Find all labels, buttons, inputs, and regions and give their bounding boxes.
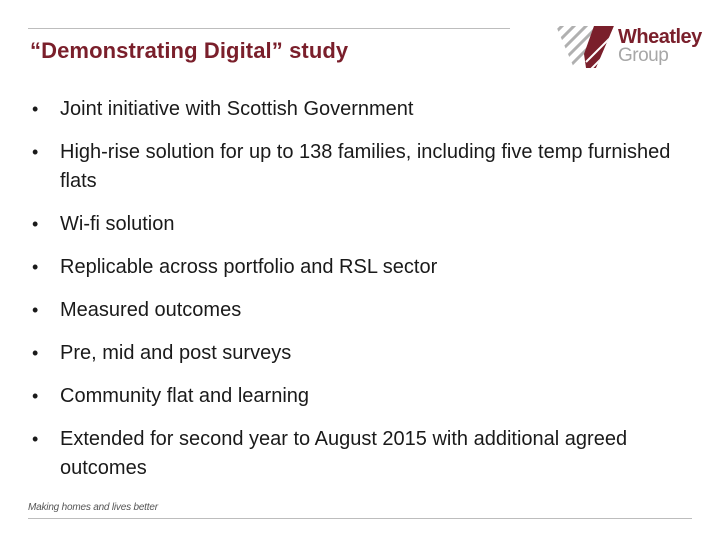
- bullet-dot: •: [32, 343, 39, 363]
- bullet-item: • Measured outcomes: [32, 296, 672, 325]
- bullet-item: • Community flat and learning: [32, 382, 672, 411]
- bullet-item: • High-rise solution for up to 138 famil…: [32, 138, 672, 196]
- top-divider: [28, 28, 510, 29]
- bullet-dot: •: [32, 99, 39, 119]
- bullet-text: Wi-fi solution: [60, 213, 175, 235]
- bottom-divider: [28, 518, 692, 519]
- bullet-dot: •: [32, 300, 39, 320]
- bullet-text: Pre, mid and post surveys: [60, 342, 292, 364]
- bullet-dot: •: [32, 386, 39, 406]
- bullet-item: • Joint initiative with Scottish Governm…: [32, 95, 672, 124]
- bullet-dot: •: [32, 429, 39, 449]
- slide-title: “Demonstrating Digital” study: [30, 38, 349, 63]
- wheatley-group-logo: Wheatley Group: [556, 24, 702, 70]
- footer-tagline: Making homes and lives better: [28, 502, 158, 513]
- bullet-text: Community flat and learning: [60, 385, 310, 407]
- bullet-item: • Extended for second year to August 201…: [32, 425, 672, 483]
- bullet-dot: •: [32, 257, 39, 277]
- striped-chevron-logo-icon: [556, 26, 614, 68]
- bullet-item: • Wi-fi solution: [32, 210, 672, 239]
- bullet-dot: •: [32, 214, 39, 234]
- bullet-text: Joint initiative with Scottish Governmen…: [60, 98, 414, 120]
- bullet-item: • Replicable across portfolio and RSL se…: [32, 253, 672, 282]
- bullet-dot: •: [32, 142, 39, 162]
- bullet-list: • Joint initiative with Scottish Governm…: [32, 95, 672, 483]
- logo-wordmark-wheatley: Wheatley: [618, 26, 702, 48]
- bullet-text: High-rise solution for up to 138 familie…: [60, 141, 671, 192]
- bullet-text: Measured outcomes: [60, 299, 242, 321]
- bullet-item: • Pre, mid and post surveys: [32, 339, 672, 368]
- bullet-text: Extended for second year to August 2015 …: [60, 428, 628, 479]
- bullet-text: Replicable across portfolio and RSL sect…: [60, 256, 438, 278]
- logo-wordmark-group: Group: [618, 45, 669, 66]
